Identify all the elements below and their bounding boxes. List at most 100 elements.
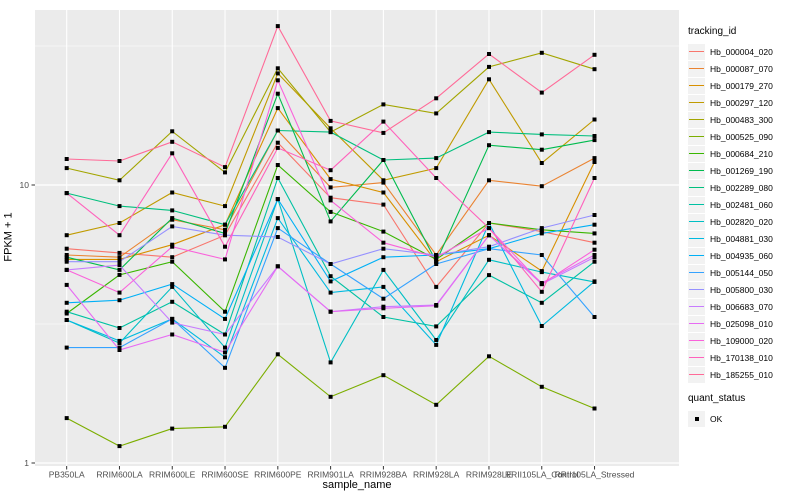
legend-item-label: Hb_000525_090	[710, 131, 773, 142]
data-point	[539, 384, 544, 389]
data-point	[170, 139, 175, 144]
data-point	[275, 78, 280, 83]
data-point	[487, 273, 491, 278]
data-point	[170, 151, 175, 156]
black-square-point-icon	[694, 416, 699, 421]
legend-item-label: Hb_000684_210	[710, 148, 773, 159]
legend-item-label: Hb_004935_060	[710, 250, 773, 261]
legend-color-line-icon	[689, 84, 704, 86]
data-point	[64, 300, 69, 305]
legend-item-label: Hb_000297_120	[710, 97, 773, 108]
legend-title-tracking-id: tracking_id	[688, 26, 737, 37]
data-point	[275, 91, 280, 96]
data-point	[381, 373, 386, 378]
legend-item-label: Hb_006683_070	[710, 301, 773, 312]
data-point	[117, 263, 122, 268]
data-point	[592, 117, 597, 122]
data-point	[117, 250, 122, 255]
data-point	[117, 272, 122, 277]
legend: tracking_id Hb_000004_020 Hb_000087_070 Hb…	[688, 26, 798, 427]
data-point	[434, 176, 439, 180]
data-point	[328, 262, 333, 266]
data-point	[381, 130, 386, 135]
data-point	[539, 132, 544, 137]
data-point	[592, 315, 597, 319]
data-point	[592, 406, 597, 411]
data-point	[592, 240, 597, 245]
legend-key	[688, 60, 705, 77]
data-point	[223, 165, 227, 170]
data-point	[381, 119, 386, 124]
legend-items: Hb_000004_020 Hb_000087_070 Hb_000179_270 H…	[688, 43, 798, 383]
legend-item: Hb_000297_120	[688, 94, 798, 111]
data-point	[275, 145, 280, 150]
data-point	[117, 259, 122, 264]
data-point	[487, 178, 491, 183]
data-point	[539, 147, 544, 152]
legend-item: Hb_005144_050	[688, 264, 798, 281]
data-point	[223, 233, 227, 238]
data-point	[223, 204, 227, 209]
legend-key	[688, 213, 705, 230]
data-point	[381, 178, 386, 183]
legend-color-line-icon	[689, 373, 704, 375]
legend-color-line-icon	[689, 322, 704, 324]
data-point	[223, 244, 227, 249]
data-point	[275, 235, 280, 239]
legend-item-label: Hb_025098_010	[710, 318, 773, 329]
legend-key	[688, 349, 705, 366]
data-point	[592, 213, 597, 217]
data-point	[539, 161, 544, 165]
data-point	[381, 315, 386, 319]
data-point	[117, 233, 122, 238]
data-point	[539, 282, 544, 287]
data-point	[64, 318, 69, 322]
y-tick-label: 1	[24, 458, 29, 468]
data-point	[381, 240, 386, 245]
y-tick-label: 10	[20, 180, 30, 190]
legend-key	[688, 298, 705, 315]
data-point	[170, 244, 175, 249]
legend-key	[688, 145, 705, 162]
data-point	[64, 257, 69, 262]
data-point	[592, 247, 597, 252]
data-point	[487, 64, 491, 69]
data-point	[328, 290, 333, 295]
data-point	[117, 267, 122, 272]
data-point	[170, 320, 175, 325]
legend-item-label: Hb_001269_190	[710, 165, 773, 176]
legend-key	[688, 128, 705, 145]
legend-item: Hb_000004_020	[688, 43, 798, 60]
data-point	[381, 267, 386, 272]
data-point	[64, 191, 69, 196]
data-point	[592, 255, 597, 260]
data-point	[170, 224, 175, 229]
data-point	[487, 354, 491, 359]
data-point	[117, 345, 122, 350]
data-point	[117, 178, 122, 183]
data-point	[223, 355, 227, 360]
data-point	[223, 222, 227, 227]
data-point	[487, 221, 491, 225]
legend-item: Hb_000087_070	[688, 60, 798, 77]
legend-key	[688, 281, 705, 298]
data-point	[592, 52, 597, 57]
x-tick-label: RRIM901LA	[307, 470, 354, 480]
data-point	[117, 326, 122, 330]
data-point	[381, 158, 386, 162]
legend-item: Hb_000179_270	[688, 77, 798, 94]
data-point	[223, 350, 227, 355]
data-point	[592, 259, 597, 264]
data-point	[328, 177, 333, 182]
data-point	[223, 365, 227, 370]
x-tick-label: RRIM928BA	[360, 470, 408, 480]
data-point	[275, 71, 280, 76]
data-point	[328, 126, 333, 131]
data-point	[170, 216, 175, 221]
data-point	[275, 176, 280, 180]
data-point	[434, 402, 439, 407]
data-point	[170, 282, 175, 287]
legend-item: Hb_000684_210	[688, 145, 798, 162]
